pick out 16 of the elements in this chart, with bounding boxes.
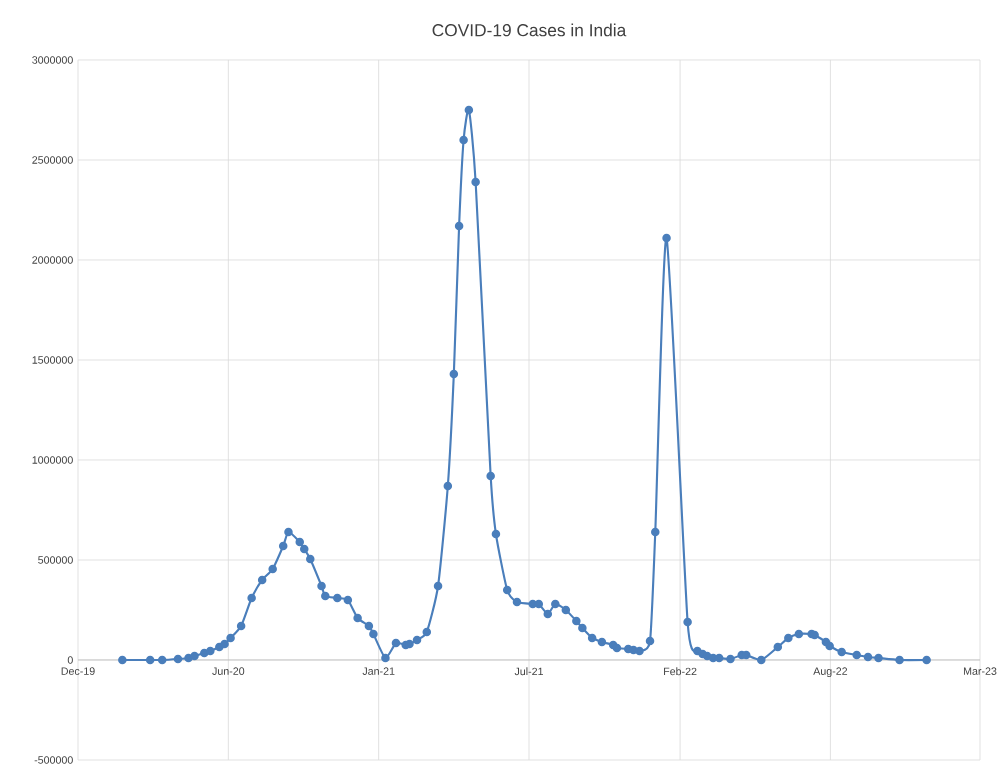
y-tick-label: 0 xyxy=(67,656,73,664)
x-tick-label: Mar-23 xyxy=(963,667,997,675)
x-tick-label: Jul-21 xyxy=(514,667,544,676)
x-tick-label: Jan-21 xyxy=(362,667,395,675)
y-tick-label: 500000 xyxy=(38,556,73,564)
y-tick-label: 3000000 xyxy=(32,56,73,64)
x-tick-label: Feb-22 xyxy=(664,667,697,676)
y-tick-label: 2500000 xyxy=(32,156,73,164)
x-tick-label: Aug-22 xyxy=(813,667,848,678)
y-tick-label: -500000 xyxy=(34,756,73,764)
x-tick-label: Dec-19 xyxy=(61,667,95,675)
x-tick-label: Jun-20 xyxy=(212,667,245,675)
y-tick-label: 2000000 xyxy=(32,256,73,264)
y-tick-label: 1000000 xyxy=(32,456,73,464)
y-tick-label: 1500000 xyxy=(32,356,73,364)
chart-title: COVID-19 Cases in India xyxy=(432,23,627,37)
